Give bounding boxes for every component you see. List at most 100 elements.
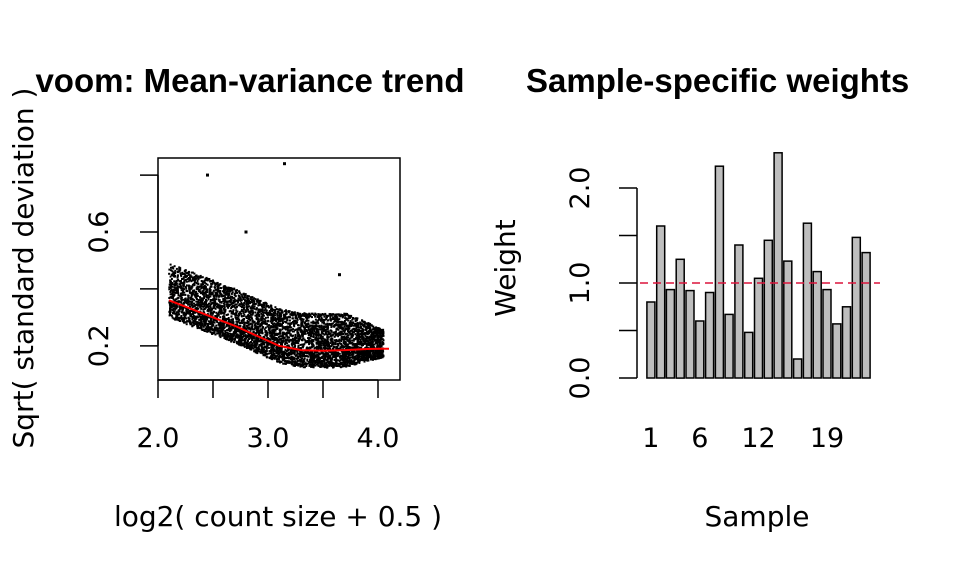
scatter-point	[201, 299, 204, 302]
scatter-point	[309, 351, 312, 354]
scatter-point	[239, 305, 242, 308]
scatter-point	[360, 347, 363, 349]
scatter-point	[174, 305, 177, 308]
scatter-point	[356, 346, 359, 348]
scatter-point	[321, 321, 324, 324]
scatter-point	[201, 283, 204, 286]
scatter-point	[219, 307, 222, 310]
scatter-point	[193, 277, 196, 280]
scatter-point	[340, 355, 343, 358]
scatter-point	[365, 357, 368, 360]
scatter-point	[170, 293, 173, 296]
scatter-point	[364, 354, 367, 357]
scatter-point	[290, 356, 293, 358]
scatter-point	[189, 297, 192, 299]
scatter-point	[342, 323, 345, 326]
scatter-point	[311, 353, 314, 356]
scatter-point	[262, 314, 265, 317]
scatter-point	[244, 321, 247, 324]
scatter-point	[277, 349, 279, 352]
scatter-point	[174, 269, 177, 272]
scatter-point	[234, 323, 237, 326]
scatter-point	[246, 343, 249, 346]
scatter-point	[284, 343, 287, 346]
scatter-point	[255, 328, 258, 330]
scatter-point	[207, 305, 210, 308]
scatter-point	[219, 331, 222, 334]
scatter-point	[200, 287, 203, 290]
scatter-point	[197, 324, 200, 327]
scatter-point	[349, 320, 352, 323]
scatter-point	[206, 313, 209, 316]
scatter-point	[345, 343, 348, 346]
scatter-point	[232, 334, 235, 337]
scatter-point	[243, 325, 246, 328]
scatter-point	[172, 272, 175, 275]
scatter-point	[175, 314, 178, 317]
scatter-point	[211, 308, 214, 310]
scatter-point	[262, 341, 265, 344]
scatter-point	[261, 316, 264, 319]
scatter-point	[275, 352, 278, 355]
scatter-point	[272, 311, 275, 314]
scatter-point	[295, 317, 298, 320]
scatter-point	[195, 323, 198, 326]
scatter-point	[275, 355, 278, 358]
scatter-point	[246, 308, 249, 311]
scatter-point	[297, 346, 300, 349]
scatter-point	[337, 351, 340, 354]
scatter-point	[363, 360, 366, 363]
scatter-point	[220, 301, 223, 303]
scatter-point	[188, 270, 190, 273]
scatter-point	[247, 327, 250, 330]
scatter-point	[333, 339, 336, 342]
scatter-point	[346, 357, 349, 360]
scatter-point	[297, 328, 300, 331]
scatter-point	[370, 342, 373, 345]
scatter-point	[302, 325, 305, 328]
scatter-point	[272, 335, 275, 338]
scatter-point	[235, 299, 238, 302]
scatter-point	[298, 359, 301, 362]
scatter-point	[283, 313, 285, 316]
scatter-point	[336, 324, 338, 327]
scatter-point	[260, 312, 263, 315]
scatter-point	[347, 351, 350, 354]
scatter-point	[310, 342, 313, 345]
scatter-point	[237, 312, 240, 315]
scatter-point	[351, 352, 354, 355]
scatter-point	[317, 364, 320, 367]
scatter-point	[246, 320, 249, 322]
scatter-point	[252, 307, 255, 309]
scatter-point	[235, 291, 238, 294]
scatter-point	[263, 351, 266, 354]
scatter-point	[345, 317, 348, 320]
scatter-point	[219, 316, 222, 319]
scatter-point	[293, 338, 296, 341]
scatter-point	[223, 306, 226, 309]
scatter-point	[302, 344, 305, 347]
scatter-point	[265, 350, 268, 353]
scatter-point	[279, 347, 282, 350]
scatter-point	[258, 332, 260, 335]
scatter-point	[249, 344, 252, 347]
scatter-point	[219, 332, 222, 335]
scatter-point	[220, 312, 223, 315]
scatter-point	[328, 345, 331, 348]
scatter-point	[247, 297, 250, 300]
scatter-point	[254, 339, 257, 342]
scatter-point	[349, 352, 352, 355]
scatter-point	[300, 358, 303, 361]
scatter-point	[267, 346, 270, 349]
scatter-point	[271, 356, 274, 358]
scatter-point	[173, 293, 176, 296]
scatter-point	[321, 339, 324, 342]
scatter-point	[173, 265, 176, 268]
scatter-point	[304, 340, 307, 343]
scatter-point	[355, 326, 358, 329]
scatter-point	[260, 348, 263, 351]
scatter-point	[230, 292, 233, 295]
scatter-point	[344, 352, 347, 355]
scatter-point	[364, 332, 367, 335]
scatter-point	[185, 287, 188, 290]
